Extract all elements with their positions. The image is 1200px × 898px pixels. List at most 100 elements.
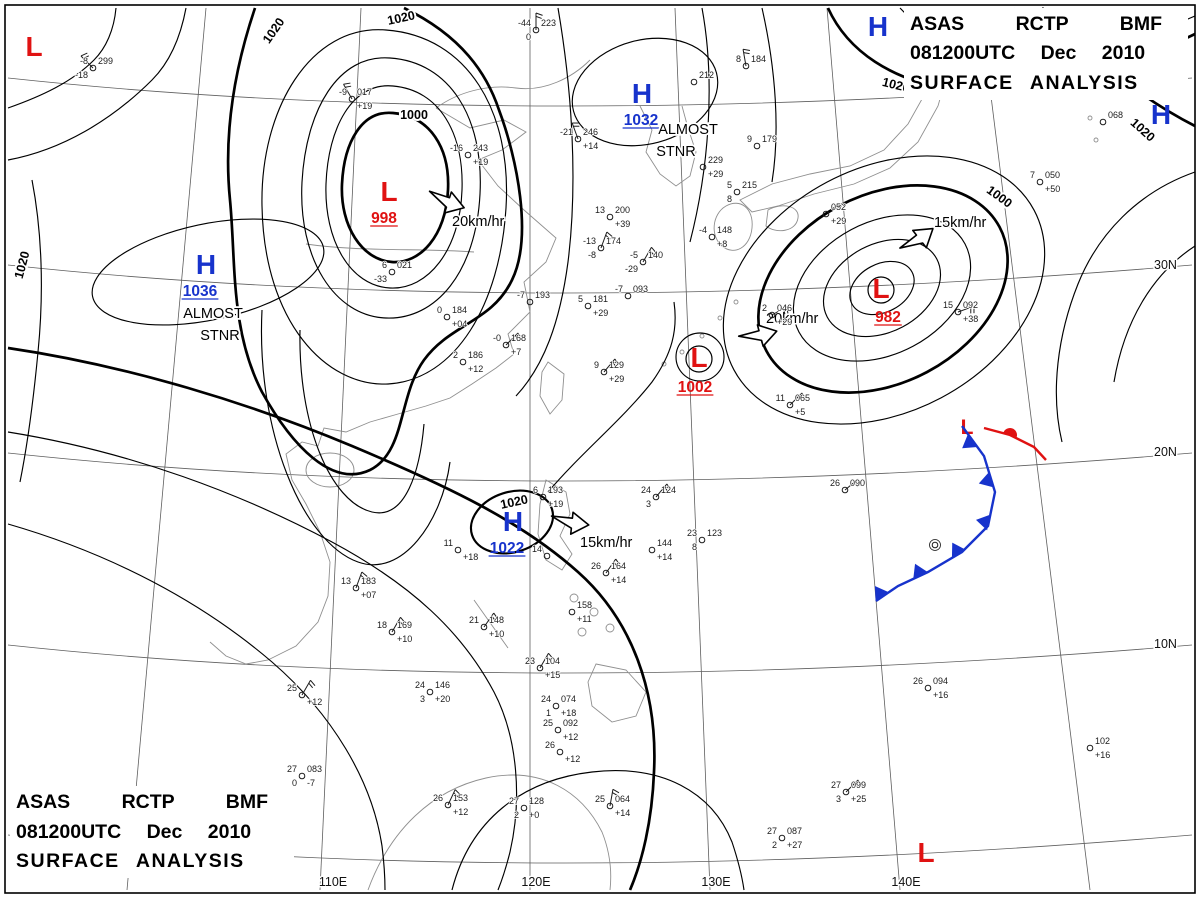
wind-barb-feather xyxy=(615,558,621,566)
station-circle-icon xyxy=(574,135,582,143)
station-dewpoint: 3 xyxy=(646,499,651,509)
station-plot: 9 179 xyxy=(746,133,778,150)
station-tendency: +04 xyxy=(452,319,467,329)
station-circle-icon xyxy=(733,188,741,196)
station-dewpoint: -18 xyxy=(75,70,88,80)
station-plot: 11 +18 xyxy=(443,537,479,563)
wind-barb-feather xyxy=(743,52,750,55)
station-tendency: +16 xyxy=(1095,750,1110,760)
station-pressure: 193 xyxy=(548,485,563,495)
station-circle-icon xyxy=(841,486,849,494)
station-temperature: 9 xyxy=(747,134,752,144)
station-temperature: 26 xyxy=(433,793,443,803)
cold-front-line xyxy=(875,425,997,602)
station-temperature: 25 xyxy=(287,683,297,693)
wind-barb-feather xyxy=(612,792,618,797)
wind-barb-feather xyxy=(649,249,655,256)
chart-type: SURFACE ANALYSIS xyxy=(16,849,245,872)
station-circle-icon xyxy=(924,684,932,692)
station-dewpoint: 2 xyxy=(772,840,777,850)
station-plot: 21 148 +10 xyxy=(468,612,505,640)
center-letter-l: L xyxy=(690,342,707,373)
chart-datetime: 081200UTC Dec 2010 xyxy=(16,820,252,843)
wind-barb-icon xyxy=(483,612,495,628)
wind-barb-feather xyxy=(606,231,613,237)
isobar xyxy=(792,214,972,362)
wind-barb-icon xyxy=(80,55,94,69)
station-circle-icon xyxy=(768,311,776,319)
station-temperature: 27 xyxy=(831,780,841,790)
coastline xyxy=(435,59,591,109)
center-circle xyxy=(867,276,895,304)
station-tendency: +14 xyxy=(583,141,598,151)
station-tendency: +8 xyxy=(717,239,727,249)
station-tendency: +14 xyxy=(657,552,672,562)
center-letter-h: H xyxy=(632,78,652,109)
station-pressure: 064 xyxy=(615,794,630,804)
wind-barb-feather xyxy=(515,335,519,342)
station-pressure: 090 xyxy=(850,478,865,488)
station-circle-icon xyxy=(842,788,850,796)
isobar xyxy=(299,329,425,514)
wind-barb-feather xyxy=(664,486,669,493)
wind-barb-feather xyxy=(548,652,554,659)
station-circle-icon xyxy=(388,268,396,276)
station-plot: -0 168 +7 xyxy=(492,332,527,358)
wind-barb-feather xyxy=(612,788,620,794)
station-temperature: 8 xyxy=(736,54,741,64)
station-temperature: -7 xyxy=(517,290,525,300)
wind-barb-feather xyxy=(343,82,351,85)
station-circle-icon xyxy=(1086,744,1094,752)
wind-barb-feather xyxy=(613,561,618,568)
wind-barb-icon xyxy=(957,305,975,313)
station-temperature: 6 xyxy=(533,485,538,495)
station-temperature: 26 xyxy=(545,740,555,750)
wind-barb-icon xyxy=(605,558,617,574)
station-circle-icon xyxy=(568,608,576,616)
station-pressure: 052 xyxy=(831,202,846,212)
wind-barb-icon xyxy=(600,231,608,249)
station-plot: 23 104 +15 xyxy=(524,652,561,681)
station-tendency: +15 xyxy=(545,670,560,680)
center-pressure-value: 1036 xyxy=(183,283,218,300)
motion-arrow xyxy=(737,324,778,347)
station-plot: 0 184 +04 xyxy=(436,304,468,330)
grid-label-30n: 30N xyxy=(1154,258,1177,272)
isobar xyxy=(849,260,915,316)
wind-barb-feather xyxy=(742,48,751,51)
isobar xyxy=(7,523,386,891)
station-circle-icon xyxy=(822,210,830,218)
warm-front xyxy=(983,426,1047,461)
station-circle-icon xyxy=(543,552,551,560)
wind-barb-icon xyxy=(505,332,519,346)
station-plot: 5 181 +29 xyxy=(577,293,609,319)
station-temperature: -0 xyxy=(493,333,501,343)
station-pressure: 017 xyxy=(357,87,372,97)
station-plot: 23 123 8 xyxy=(686,527,723,553)
center-letter-l: L xyxy=(25,31,42,62)
station-plot: 26 164 +14 xyxy=(590,558,627,586)
station-pressure: 046 xyxy=(777,303,792,313)
station-tendency: +07 xyxy=(361,590,376,600)
station-circle-icon xyxy=(454,546,462,554)
station-pressure: 050 xyxy=(1045,170,1060,180)
station-plot: 229+29 xyxy=(699,154,724,180)
latlon-grid xyxy=(7,7,1193,891)
grid-line xyxy=(7,264,1193,294)
station-circle-icon xyxy=(606,213,614,221)
station-circle-icon xyxy=(536,664,544,672)
station-circle-icon xyxy=(520,804,528,812)
station-pressure: 243 xyxy=(473,143,488,153)
station-plot: -9 017 +19 xyxy=(338,82,373,112)
station-circle-icon xyxy=(652,493,660,501)
station-circle-icon xyxy=(786,401,794,409)
station-plot: 8 184 xyxy=(735,48,767,70)
center-letter-h: H xyxy=(503,506,523,537)
station-pressure: 184 xyxy=(452,305,467,315)
center-pressure-value: 982 xyxy=(875,309,901,326)
station-plot: -8 299 -18 xyxy=(74,52,114,81)
isobar xyxy=(7,346,656,891)
station-circle-icon xyxy=(602,569,610,577)
station-temperature: 23 xyxy=(687,528,697,538)
isobar xyxy=(301,57,481,319)
